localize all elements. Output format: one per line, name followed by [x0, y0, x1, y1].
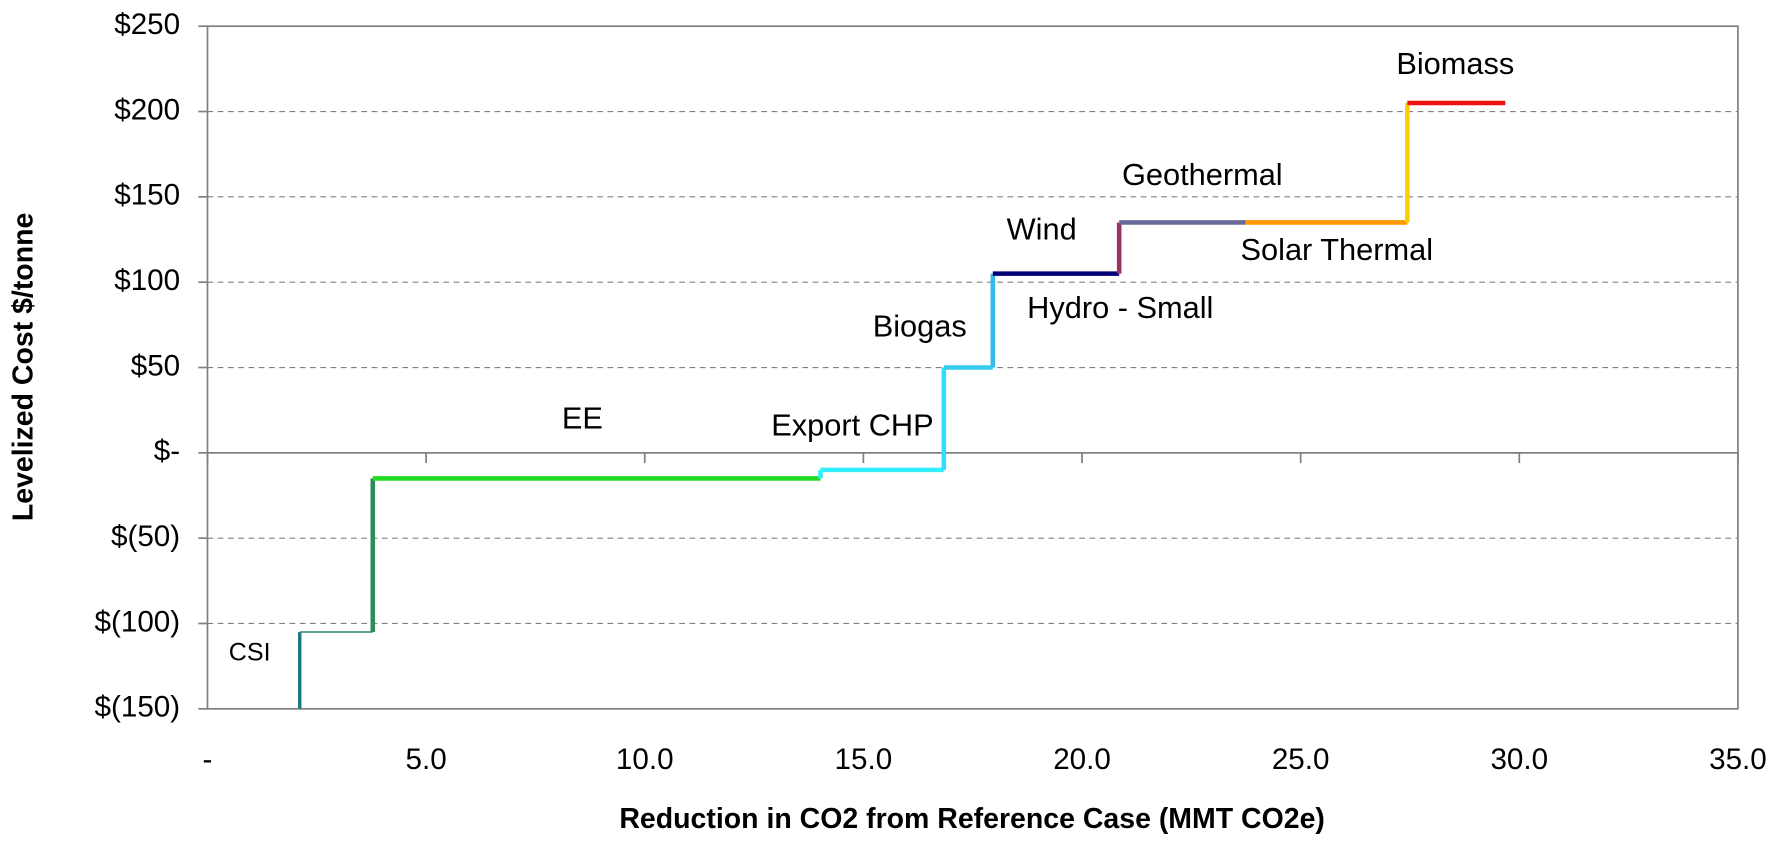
x-tick-label: 5.0 — [406, 743, 447, 776]
series-label: Biomass — [1396, 46, 1514, 81]
x-tick-label: 20.0 — [1053, 743, 1111, 776]
y-tick-label: $100 — [114, 264, 180, 297]
series-label: CSI — [229, 639, 271, 667]
series-label: Biogas — [873, 308, 967, 343]
x-tick-label: 30.0 — [1490, 743, 1548, 776]
series-label: Geothermal — [1122, 157, 1283, 192]
y-tick-label: $150 — [114, 179, 180, 212]
x-tick-label: - — [203, 743, 213, 776]
y-tick-label: $(100) — [95, 605, 181, 638]
series-label: Solar Thermal — [1241, 232, 1434, 267]
y-tick-label: $- — [154, 435, 180, 468]
y-tick-label: $(150) — [95, 691, 181, 724]
y-axis-title: Levelized Cost $/tonne — [8, 213, 40, 521]
series-label: EE — [562, 401, 603, 436]
series-label: Hydro - Small — [1027, 290, 1213, 325]
y-tick-label: $50 — [131, 349, 180, 382]
x-tick-label: 25.0 — [1272, 743, 1330, 776]
y-tick-label: $250 — [114, 8, 180, 41]
y-tick-label: $200 — [114, 93, 180, 126]
series-label: Export CHP — [771, 407, 933, 442]
x-tick-label: 15.0 — [835, 743, 893, 776]
x-axis-title: Reduction in CO2 from Reference Case (MM… — [619, 803, 1325, 835]
x-tick-label: 35.0 — [1709, 743, 1767, 776]
x-tick-label: 10.0 — [616, 743, 674, 776]
series-label: Wind — [1007, 211, 1077, 246]
y-tick-label: $(50) — [111, 520, 180, 553]
